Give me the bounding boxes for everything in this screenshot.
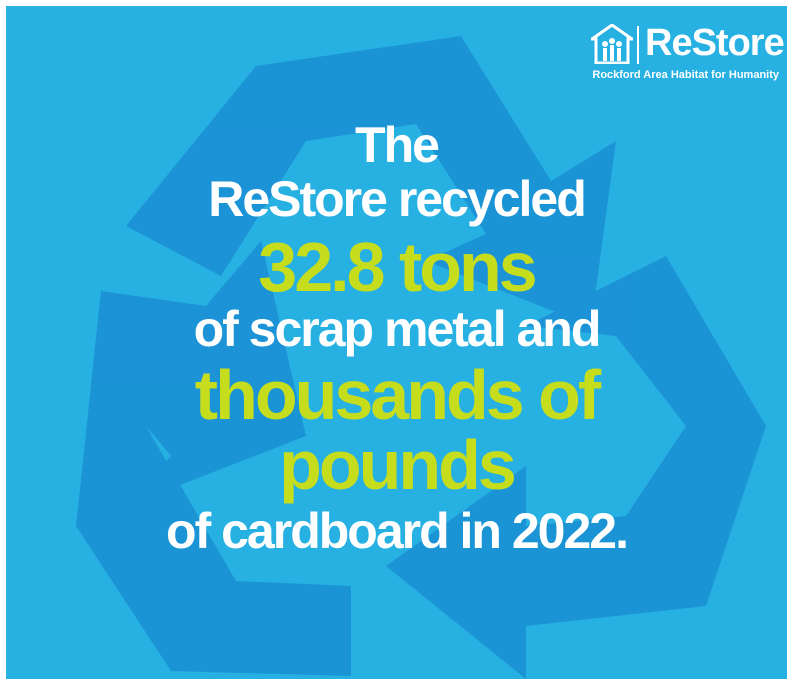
logo-name: ReStore — [645, 22, 785, 64]
message-line-restore-recycled: ReStore recycled — [208, 171, 587, 227]
infographic-card: ReStore Rockford Area Habitat for Humani… — [6, 6, 787, 679]
message-line-cardboard: of cardboard in 2022. — [166, 503, 629, 559]
message-line-the: The — [355, 117, 440, 173]
message-line-pounds: pounds — [279, 426, 517, 504]
message-line-tons: 32.8 tons — [258, 228, 537, 306]
logo-divider — [637, 26, 639, 64]
recycle-icon — [76, 36, 766, 679]
restore-logo: ReStore Rockford Area Habitat for Humani… — [579, 20, 785, 84]
habitat-house-icon — [591, 24, 633, 64]
message-block: The ReStore recycled 32.8 tons of scrap … — [6, 110, 787, 558]
message-line-scrap-metal: of scrap metal and — [193, 301, 602, 357]
logo-subtitle: Rockford Area Habitat for Humanity — [592, 69, 779, 81]
message-line-thousands-of: thousands of — [194, 356, 601, 434]
